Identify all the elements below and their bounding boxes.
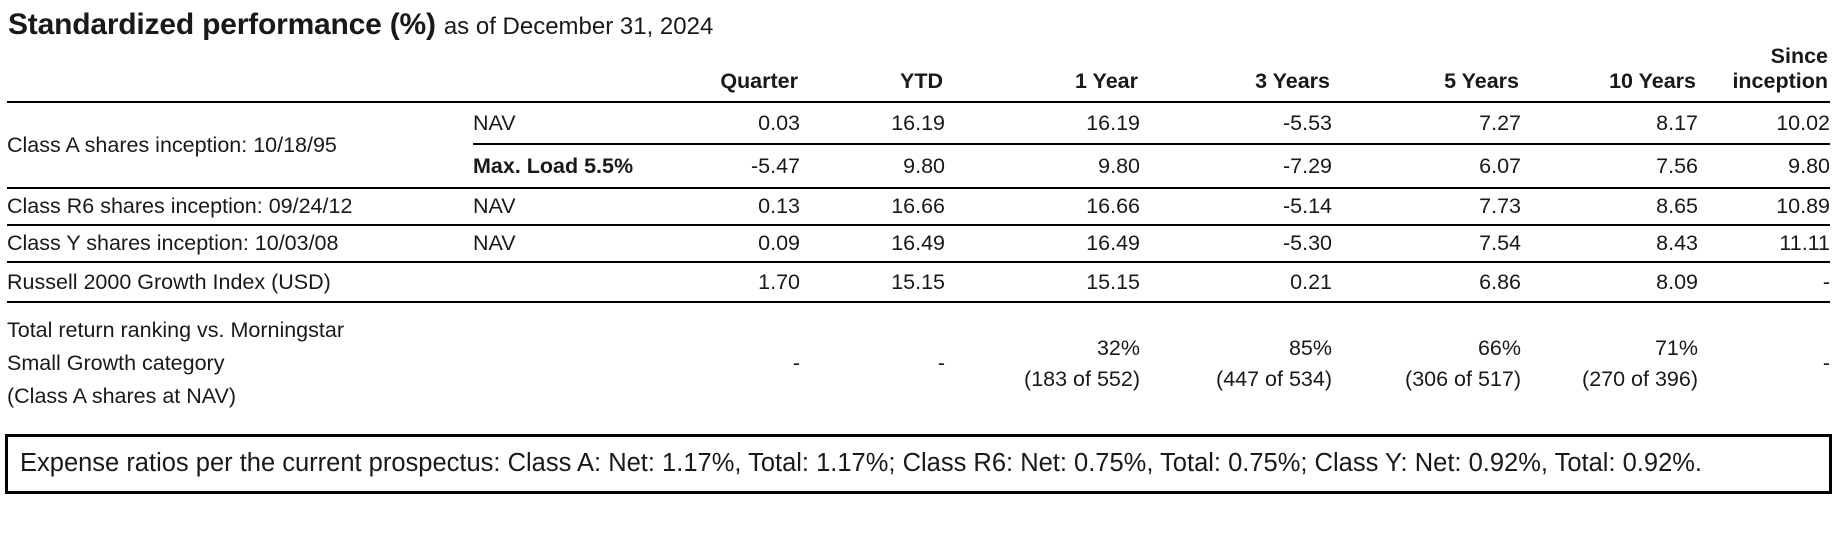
header-10-years: 10 Years bbox=[1521, 44, 1698, 103]
as-of-date: as of December 31, 2024 bbox=[443, 13, 714, 40]
cell-class-r6-since: 10.89 bbox=[1698, 188, 1830, 226]
header-3-years: 3 Years bbox=[1140, 44, 1332, 103]
share-type-nav: NAV bbox=[473, 188, 658, 226]
ranking-5-years-count: (306 of 517) bbox=[1405, 366, 1521, 391]
ranking-3-years-percent: 85% bbox=[1288, 335, 1332, 360]
header-empty-label bbox=[7, 44, 473, 103]
cell-ranking-5-years: 66% (306 of 517) bbox=[1332, 302, 1521, 424]
cell-class-y-since: 11.11 bbox=[1698, 225, 1830, 263]
cell-russell-since: - bbox=[1698, 262, 1830, 303]
row-label-russell-index: Russell 2000 Growth Index (USD) bbox=[7, 262, 658, 303]
cell-class-y-10-years: 8.43 bbox=[1521, 225, 1698, 263]
cell-ranking-1-year: 32% (183 of 552) bbox=[945, 302, 1140, 424]
table-row-class-a-nav: Class A shares inception: 10/18/95 NAV 0… bbox=[7, 102, 1830, 189]
table-row-morningstar-ranking: Total return ranking vs. Morningstar Sma… bbox=[7, 302, 1830, 424]
cell-class-r6-quarter: 0.13 bbox=[658, 188, 800, 226]
standardized-performance-table: Quarter YTD 1 Year 3 Years 5 Years 10 Ye… bbox=[7, 44, 1830, 424]
cell-class-r6-ytd: 16.66 bbox=[800, 188, 945, 226]
ranking-label-line-1: Total return ranking vs. Morningstar bbox=[7, 318, 344, 342]
header-since-inception: Since inception bbox=[1698, 44, 1830, 103]
share-type-nav: NAV bbox=[473, 225, 658, 263]
row-label-morningstar-ranking: Total return ranking vs. Morningstar Sma… bbox=[7, 302, 658, 424]
cell-class-a-nav-since: 10.02 bbox=[1698, 102, 1830, 145]
cell-class-a-nav-quarter: 0.03 bbox=[658, 102, 800, 145]
cell-class-a-load-ytd: 9.80 bbox=[800, 144, 945, 189]
share-type-nav: NAV bbox=[473, 102, 658, 145]
share-type-max-load: Max. Load 5.5% bbox=[473, 144, 658, 189]
page-title: Standardized performance (%) bbox=[8, 8, 436, 41]
cell-class-a-load-10-years: 7.56 bbox=[1521, 144, 1698, 189]
cell-class-a-nav-10-years: 8.17 bbox=[1521, 102, 1698, 145]
cell-ranking-ytd: - bbox=[937, 351, 945, 375]
cell-class-a-nav-1-year: 16.19 bbox=[945, 102, 1140, 145]
cell-class-a-load-3-years: -7.29 bbox=[1140, 144, 1332, 189]
table-row-class-a-max-load: Max. Load 5.5% -5.47 9.80 9.80 -7.29 6.0… bbox=[7, 144, 1830, 189]
row-label-class-y: Class Y shares inception: 10/03/08 bbox=[7, 225, 473, 263]
cell-russell-quarter: 1.70 bbox=[658, 262, 800, 303]
row-label-class-a: Class A shares inception: 10/18/95 bbox=[7, 102, 473, 189]
cell-russell-5-years: 6.86 bbox=[1332, 262, 1521, 303]
header-1-year: 1 Year bbox=[945, 44, 1140, 103]
header-empty-subtype bbox=[473, 44, 658, 103]
title-row: Standardized performance (%) as of Decemb… bbox=[8, 8, 1830, 42]
table-row-russell-index: Russell 2000 Growth Index (USD) 1.70 15.… bbox=[7, 262, 1830, 303]
header-quarter: Quarter bbox=[658, 44, 800, 103]
cell-russell-10-years: 8.09 bbox=[1521, 262, 1698, 303]
ranking-label-line-2: Small Growth category bbox=[7, 351, 225, 375]
table-row-class-y: Class Y shares inception: 10/03/08 NAV 0… bbox=[7, 225, 1830, 263]
cell-ranking-quarter: - bbox=[792, 351, 800, 375]
ranking-label-line-3: (Class A shares at NAV) bbox=[7, 384, 237, 408]
cell-class-y-5-years: 7.54 bbox=[1332, 225, 1521, 263]
cell-class-a-load-1-year: 9.80 bbox=[945, 144, 1140, 189]
page: Standardized performance (%) as of Decemb… bbox=[5, 8, 1832, 494]
cell-class-a-load-since: 9.80 bbox=[1698, 144, 1830, 189]
cell-class-r6-3-years: -5.14 bbox=[1140, 188, 1332, 226]
cell-class-a-load-5-years: 6.07 bbox=[1332, 144, 1521, 189]
row-label-class-r6: Class R6 shares inception: 09/24/12 bbox=[7, 188, 473, 226]
table-row-class-r6: Class R6 shares inception: 09/24/12 NAV … bbox=[7, 188, 1830, 226]
header-5-years: 5 Years bbox=[1332, 44, 1521, 103]
cell-russell-3-years: 0.21 bbox=[1140, 262, 1332, 303]
cell-class-y-1-year: 16.49 bbox=[945, 225, 1140, 263]
ranking-10-years-count: (270 of 396) bbox=[1582, 366, 1698, 391]
cell-class-r6-5-years: 7.73 bbox=[1332, 188, 1521, 226]
ranking-10-years-percent: 71% bbox=[1654, 335, 1698, 360]
header-ytd: YTD bbox=[800, 44, 945, 103]
expense-ratio-note-box: Expense ratios per the current prospectu… bbox=[5, 434, 1832, 494]
cell-class-y-ytd: 16.49 bbox=[800, 225, 945, 263]
cell-class-a-load-quarter: -5.47 bbox=[658, 144, 800, 189]
ranking-5-years-percent: 66% bbox=[1477, 335, 1521, 360]
cell-ranking-10-years: 71% (270 of 396) bbox=[1521, 302, 1698, 424]
cell-russell-ytd: 15.15 bbox=[800, 262, 945, 303]
cell-class-r6-10-years: 8.65 bbox=[1521, 188, 1698, 226]
cell-ranking-since: - bbox=[1822, 351, 1830, 375]
cell-class-a-nav-5-years: 7.27 bbox=[1332, 102, 1521, 145]
ranking-3-years-count: (447 of 534) bbox=[1216, 366, 1332, 391]
cell-ranking-3-years: 85% (447 of 534) bbox=[1140, 302, 1332, 424]
ranking-1-year-percent: 32% bbox=[1096, 335, 1140, 360]
expense-ratio-note: Expense ratios per the current prospectu… bbox=[20, 449, 1703, 477]
cell-class-y-quarter: 0.09 bbox=[658, 225, 800, 263]
cell-russell-1-year: 15.15 bbox=[945, 262, 1140, 303]
cell-class-y-3-years: -5.30 bbox=[1140, 225, 1332, 263]
ranking-1-year-count: (183 of 552) bbox=[1024, 366, 1140, 391]
cell-class-r6-1-year: 16.66 bbox=[945, 188, 1140, 226]
cell-class-a-nav-ytd: 16.19 bbox=[800, 102, 945, 145]
cell-class-a-nav-3-years: -5.53 bbox=[1140, 102, 1332, 145]
table-header-row: Quarter YTD 1 Year 3 Years 5 Years 10 Ye… bbox=[7, 44, 1830, 103]
